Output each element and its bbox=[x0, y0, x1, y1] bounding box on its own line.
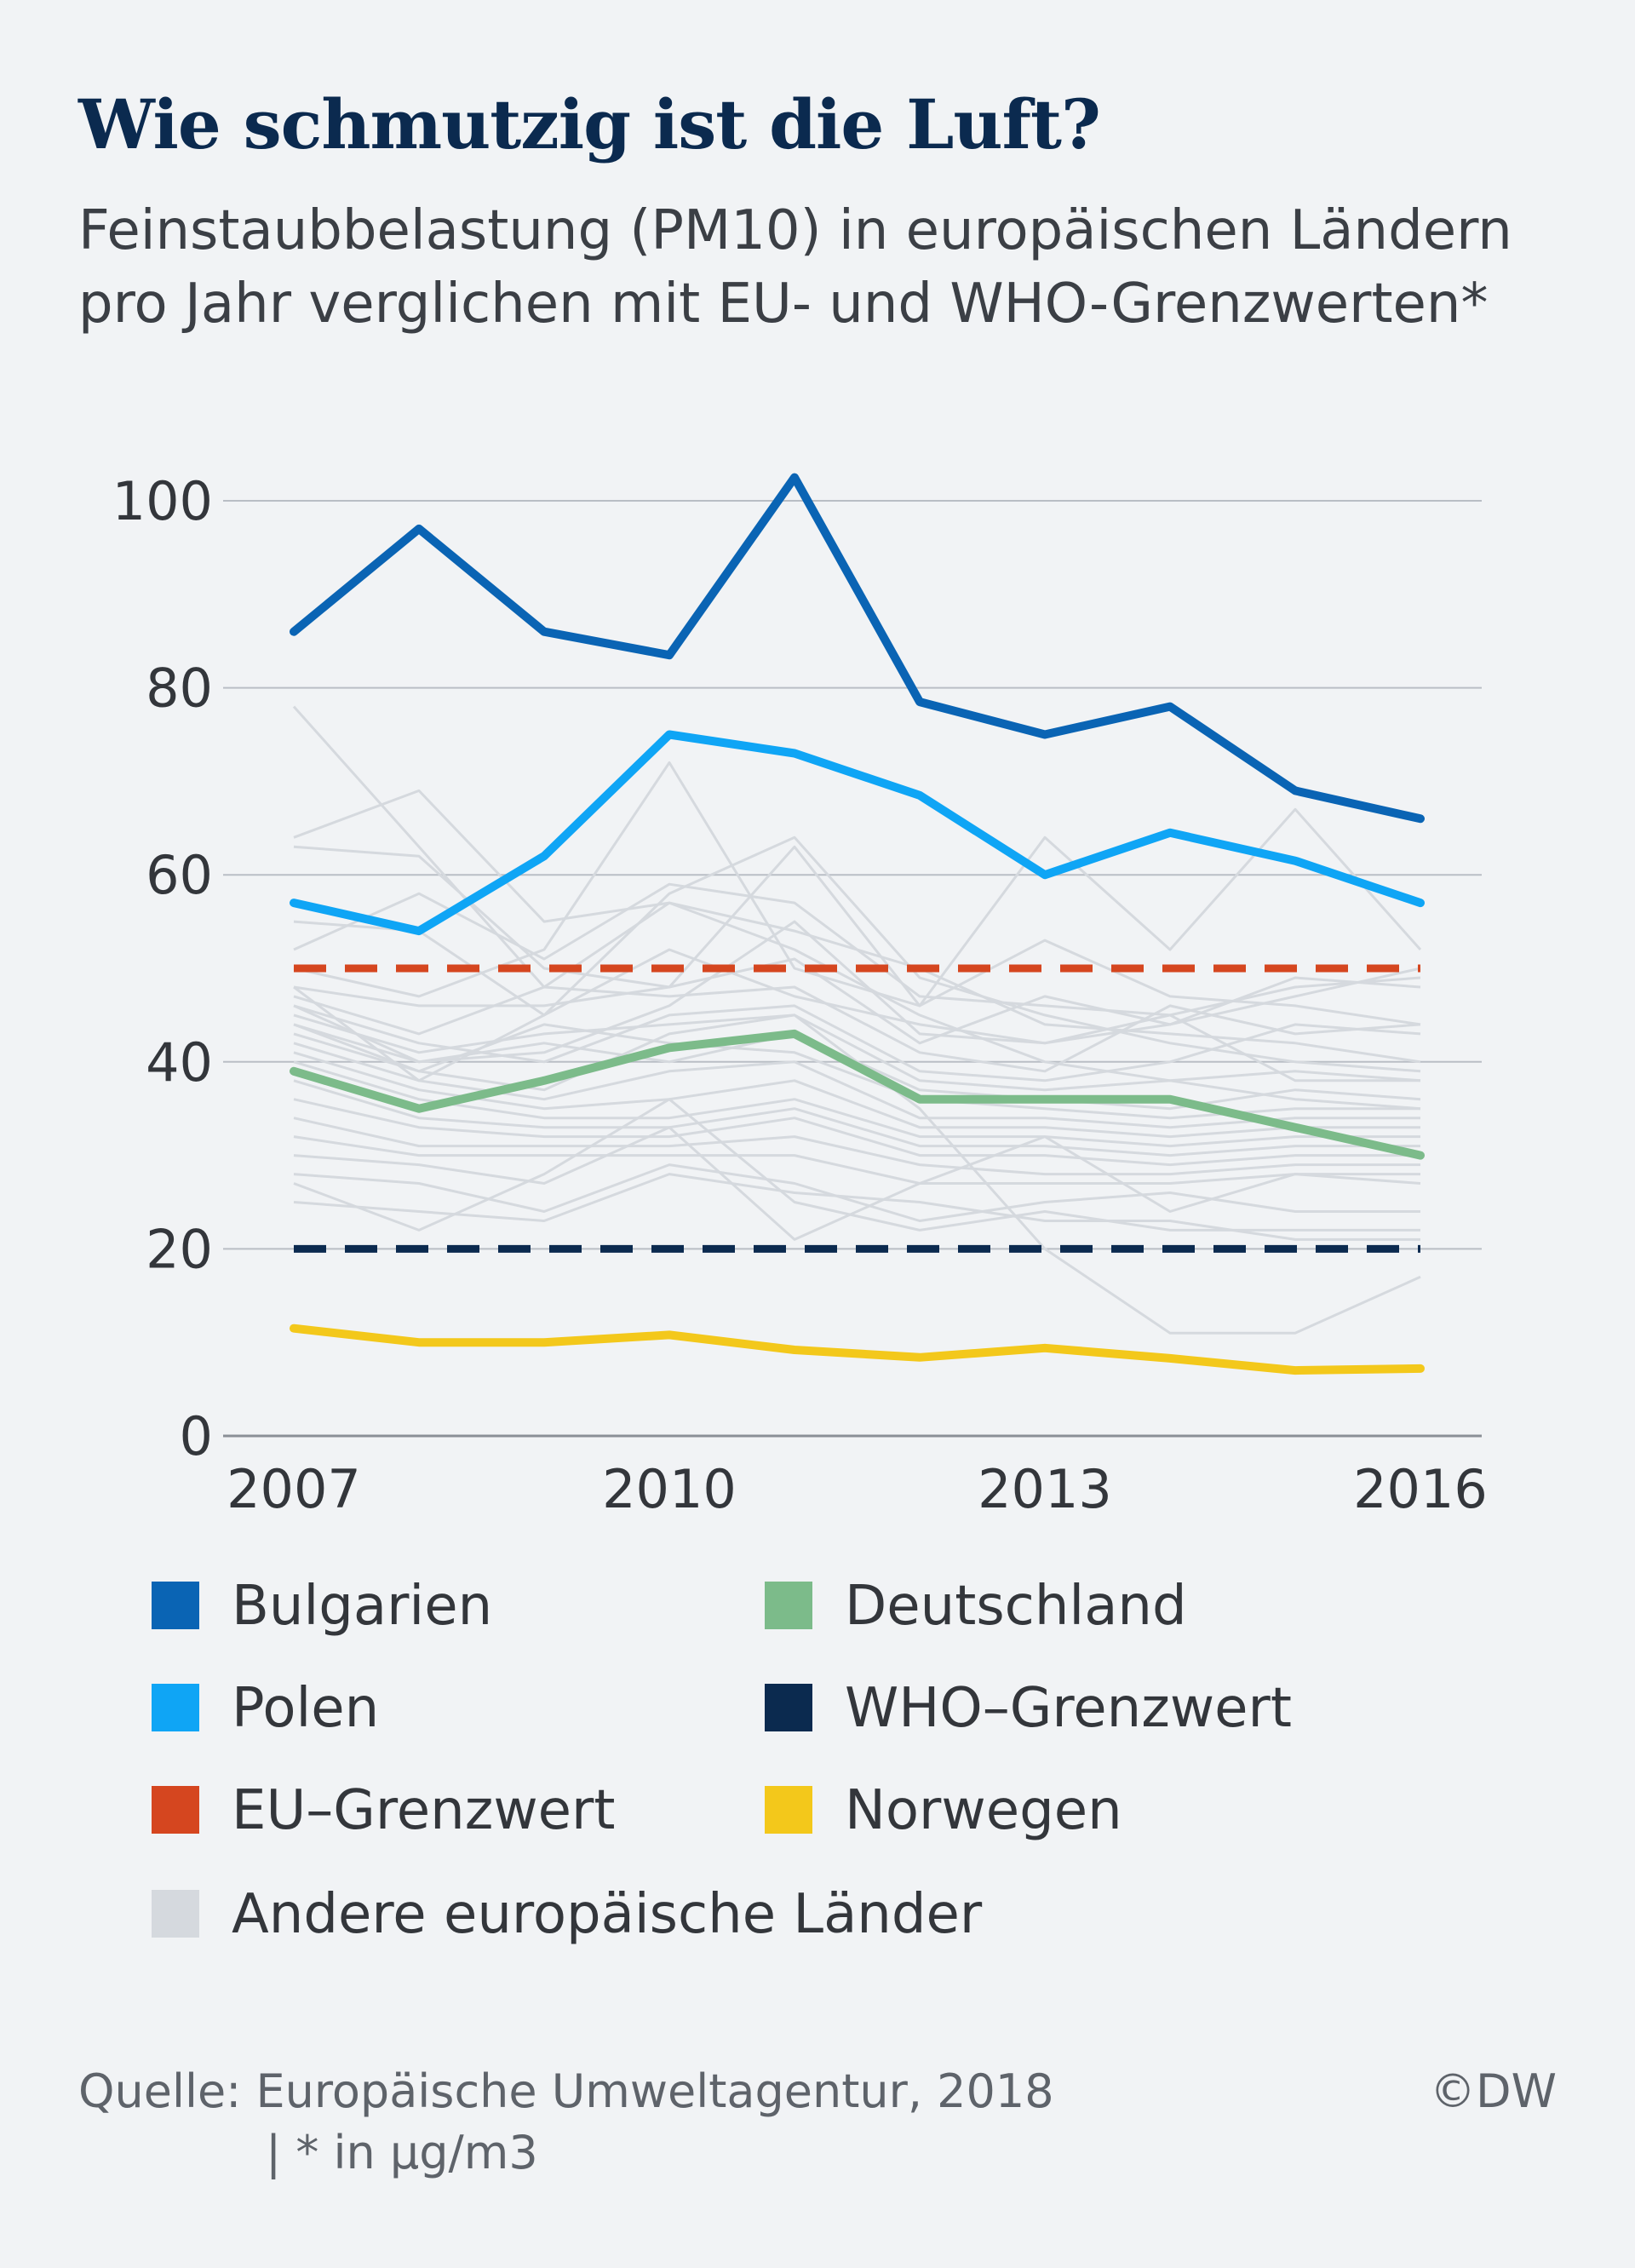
x-tick-label-2013: 2013 bbox=[978, 1458, 1112, 1520]
other-country-line-8 bbox=[293, 985, 1421, 1073]
x-axis-ticks: 2007 2010 2013 2016 bbox=[227, 1458, 1488, 1520]
highlighted-series bbox=[290, 473, 1425, 1375]
legend-swatch-deutschland bbox=[765, 1582, 812, 1629]
x-tick-label-2016: 2016 bbox=[1353, 1458, 1488, 1520]
y-tick-label-100: 100 bbox=[112, 470, 213, 532]
chart-title: Wie schmutzig ist die Luft? bbox=[78, 84, 1101, 164]
legend-swatch-polen bbox=[152, 1684, 199, 1731]
other-country-line-18 bbox=[293, 1117, 1420, 1176]
legend-label-deutschland: Deutschland bbox=[845, 1575, 1187, 1638]
other-countries-lines bbox=[292, 705, 1422, 1335]
x-tick-label-2010: 2010 bbox=[602, 1458, 737, 1520]
legend-label-who-grenzwert: WHO–Grenzwert bbox=[845, 1677, 1292, 1740]
other-country-line-20 bbox=[293, 1126, 1421, 1241]
y-tick-label-0: 0 bbox=[180, 1405, 213, 1467]
legend-swatch-bulgarien bbox=[152, 1582, 199, 1629]
series-line-polen bbox=[290, 730, 1425, 936]
pm10-line-chart: 0 20 40 60 80 100 2007 2010 2013 2016 bbox=[112, 470, 1488, 1520]
other-country-line-21 bbox=[293, 1163, 1420, 1222]
subtitle-line-1: Feinstaubbelastung (PM10) in europäische… bbox=[78, 199, 1512, 262]
other-country-line-15 bbox=[293, 1060, 1420, 1148]
y-axis-ticks: 0 20 40 60 80 100 bbox=[112, 470, 213, 1467]
other-country-line-19 bbox=[293, 1135, 1420, 1185]
other-country-line-14 bbox=[293, 1051, 1420, 1139]
legend-label-polen: Polen bbox=[232, 1677, 380, 1740]
other-country-line-17 bbox=[293, 1098, 1420, 1167]
other-country-line-1 bbox=[292, 705, 1421, 1111]
y-tick-label-60: 60 bbox=[146, 844, 213, 906]
y-tick-label-80: 80 bbox=[146, 657, 213, 720]
subtitle-line-2: pro Jahr verglichen mit EU- und WHO-Gren… bbox=[78, 273, 1489, 336]
legend-swatch-who-grenzwert bbox=[765, 1684, 812, 1731]
source-note: Quelle: Europäische Umweltagentur, 2018 … bbox=[78, 2061, 1143, 2184]
other-country-line-4 bbox=[293, 835, 1421, 1073]
y-tick-label-20: 20 bbox=[146, 1218, 213, 1280]
chart-subtitle: Feinstaubbelastung (PM10) in europäische… bbox=[78, 194, 1594, 341]
copyright: ©DW bbox=[1430, 2064, 1557, 2118]
source-line-2: | * in µg/m3 bbox=[266, 2126, 538, 2179]
other-country-line-13 bbox=[293, 1042, 1420, 1129]
other-country-line-6 bbox=[293, 761, 1422, 1008]
legend-label-eu-grenzwert: EU–Grenzwert bbox=[232, 1779, 616, 1842]
legend-label-andere-laender: Andere europäische Länder bbox=[232, 1883, 983, 1946]
source-line-1: Quelle: Europäische Umweltagentur, 2018 bbox=[78, 2064, 1054, 2118]
legend-swatch-andere-laender bbox=[152, 1890, 199, 1938]
other-country-line-16 bbox=[293, 1079, 1420, 1157]
other-country-line-7 bbox=[293, 957, 1421, 1045]
series-line-bulgarien bbox=[290, 473, 1425, 824]
series-line-norwegen bbox=[290, 1323, 1425, 1375]
limit-lines bbox=[294, 964, 1420, 1253]
series-line-deutschland bbox=[290, 1029, 1425, 1160]
other-country-line-25 bbox=[293, 920, 1421, 1064]
other-country-line-5 bbox=[293, 882, 1420, 1082]
other-country-line-23 bbox=[293, 1173, 1420, 1241]
legend-swatch-eu-grenzwert bbox=[152, 1786, 199, 1834]
legend: Bulgarien Deutschland Polen WHO–Grenzwer… bbox=[152, 1576, 1599, 1976]
legend-label-bulgarien: Bulgarien bbox=[232, 1575, 493, 1638]
x-tick-label-2007: 2007 bbox=[227, 1458, 361, 1520]
legend-swatch-norwegen bbox=[765, 1786, 812, 1834]
legend-label-norwegen: Norwegen bbox=[845, 1779, 1122, 1842]
y-tick-label-40: 40 bbox=[146, 1031, 213, 1094]
other-country-line-10 bbox=[293, 1013, 1421, 1092]
